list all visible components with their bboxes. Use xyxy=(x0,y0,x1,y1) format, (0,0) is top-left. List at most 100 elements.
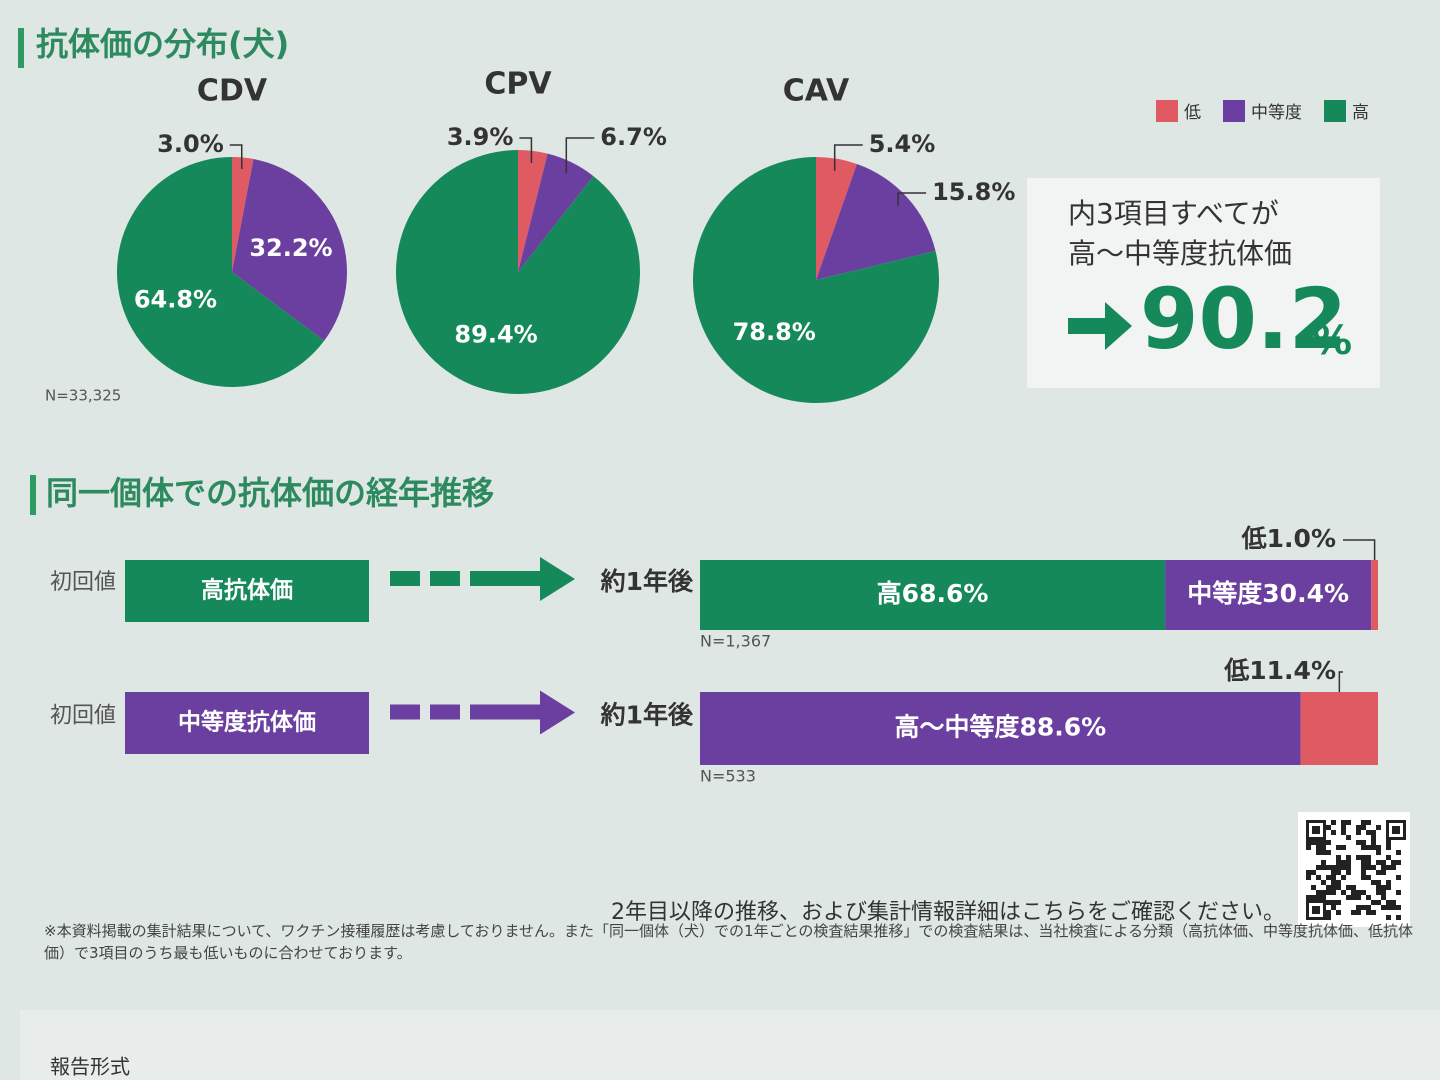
qr-cell xyxy=(1361,870,1366,875)
pie-slice xyxy=(518,150,548,272)
qr-cell xyxy=(1351,895,1356,900)
qr-cell xyxy=(1351,885,1356,890)
qr-cell xyxy=(1391,860,1396,865)
qr-cell xyxy=(1396,850,1401,855)
start-text: 中等度抗体価 xyxy=(178,709,316,736)
legend-label: 低 xyxy=(1184,103,1201,123)
qr-cell xyxy=(1306,875,1311,880)
qr-cell xyxy=(1361,875,1366,880)
pie-value-label: 78.8% xyxy=(733,318,816,346)
dash xyxy=(390,571,420,586)
next-section: 報告形式 xyxy=(50,1055,130,1079)
qr-cell xyxy=(1306,840,1311,845)
qr-cell xyxy=(1366,855,1371,860)
summary-line: 内3項目すべてが xyxy=(1068,197,1279,230)
leader-line xyxy=(1343,539,1376,560)
leader-line xyxy=(565,137,595,174)
qr-cell xyxy=(1386,905,1391,910)
qr-cell xyxy=(1306,845,1311,850)
qr-finder xyxy=(1312,826,1320,834)
qr-cell xyxy=(1386,855,1391,860)
legend-label: 中等度 xyxy=(1251,103,1302,123)
bar-note: N=1,367 xyxy=(700,632,771,651)
qr-cell xyxy=(1316,850,1321,855)
bar-segment xyxy=(1371,560,1378,630)
qr-cell xyxy=(1396,915,1401,920)
pie-note: N=33,325 xyxy=(45,387,121,405)
qr-cell xyxy=(1376,825,1381,830)
pie-value-label: 6.7% xyxy=(600,123,667,151)
qr-cell xyxy=(1336,845,1341,850)
qr-cell xyxy=(1341,865,1346,870)
qr-cell xyxy=(1306,895,1311,900)
qr-cell xyxy=(1331,885,1336,890)
qr-cell xyxy=(1326,840,1331,845)
qr-cell xyxy=(1316,890,1321,895)
dash xyxy=(430,704,460,720)
qr-cell xyxy=(1391,900,1396,905)
pie-slice xyxy=(396,150,640,394)
leader-line xyxy=(229,144,243,169)
qr-cell xyxy=(1371,840,1376,845)
start-box xyxy=(125,560,369,622)
pie-value-label: 3.9% xyxy=(447,123,514,151)
qr-cell xyxy=(1326,850,1331,855)
qr-cell xyxy=(1326,910,1331,915)
qr-cell xyxy=(1371,900,1376,905)
qr-cell xyxy=(1361,840,1366,845)
qr-cell xyxy=(1361,855,1366,860)
qr-cell xyxy=(1376,880,1381,885)
qr-cell xyxy=(1316,845,1321,850)
qr-cell xyxy=(1376,900,1381,905)
qr-finder xyxy=(1392,826,1400,834)
section-title: 同一個体での抗体価の経年推移 xyxy=(46,474,494,512)
pie-value-label: 32.2% xyxy=(249,234,332,262)
qr-cell xyxy=(1396,875,1401,880)
qr-cell xyxy=(1351,890,1356,895)
qr-cell xyxy=(1376,860,1381,865)
pie-slice xyxy=(692,157,939,403)
qr-cell xyxy=(1346,835,1351,840)
qr-cell xyxy=(1336,880,1341,885)
qr-cell xyxy=(1311,885,1316,890)
qr-cell xyxy=(1341,875,1346,880)
start-label: 初回値 xyxy=(50,570,116,595)
qr-cell xyxy=(1386,885,1391,890)
qr-cell xyxy=(1336,860,1341,865)
qr-cell xyxy=(1366,820,1371,825)
bar-segment xyxy=(1300,692,1378,765)
pie-value-label: 5.4% xyxy=(869,130,936,158)
qr-cell xyxy=(1396,890,1401,895)
leader-line xyxy=(1338,671,1343,692)
qr-cell xyxy=(1331,900,1336,905)
qr-cell xyxy=(1366,905,1371,910)
qr-cell xyxy=(1346,865,1351,870)
qr-cell xyxy=(1311,870,1316,875)
legend-swatch xyxy=(1324,100,1346,122)
qr-cell xyxy=(1326,875,1331,880)
qr-cell xyxy=(1371,865,1376,870)
legend-swatch xyxy=(1223,100,1245,122)
legend-label: 高 xyxy=(1352,103,1369,123)
qr-cell xyxy=(1391,865,1396,870)
summary-box xyxy=(1027,178,1380,388)
qr-finder xyxy=(1312,906,1320,914)
link-text: 2年目以降の推移、および集計情報詳細はこちらをご確認ください。 xyxy=(611,900,1285,925)
qr-cell xyxy=(1361,865,1366,870)
qr-cell xyxy=(1381,860,1386,865)
section-marker xyxy=(30,475,36,515)
pie-title: CDV xyxy=(197,74,268,109)
qr-cell xyxy=(1326,885,1331,890)
qr-cell xyxy=(1346,895,1351,900)
arrow xyxy=(1068,302,1132,350)
qr-cell xyxy=(1366,830,1371,835)
qr-cell xyxy=(1341,825,1346,830)
qr-cell xyxy=(1331,880,1336,885)
bar-segment xyxy=(700,692,1301,765)
qr-cell xyxy=(1371,835,1376,840)
summary-unit: % xyxy=(1312,318,1352,364)
qr-cell xyxy=(1371,845,1376,850)
qr-cell xyxy=(1341,820,1346,825)
